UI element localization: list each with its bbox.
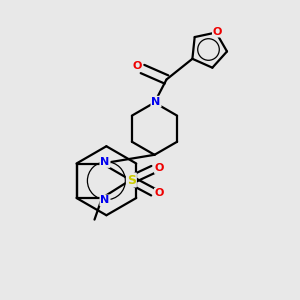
Text: O: O: [155, 188, 164, 199]
Text: O: O: [213, 27, 222, 37]
Text: N: N: [100, 157, 109, 167]
Text: N: N: [152, 97, 160, 107]
Text: N: N: [100, 195, 109, 206]
Text: O: O: [132, 61, 142, 71]
Text: O: O: [155, 163, 164, 173]
Text: S: S: [127, 173, 136, 187]
